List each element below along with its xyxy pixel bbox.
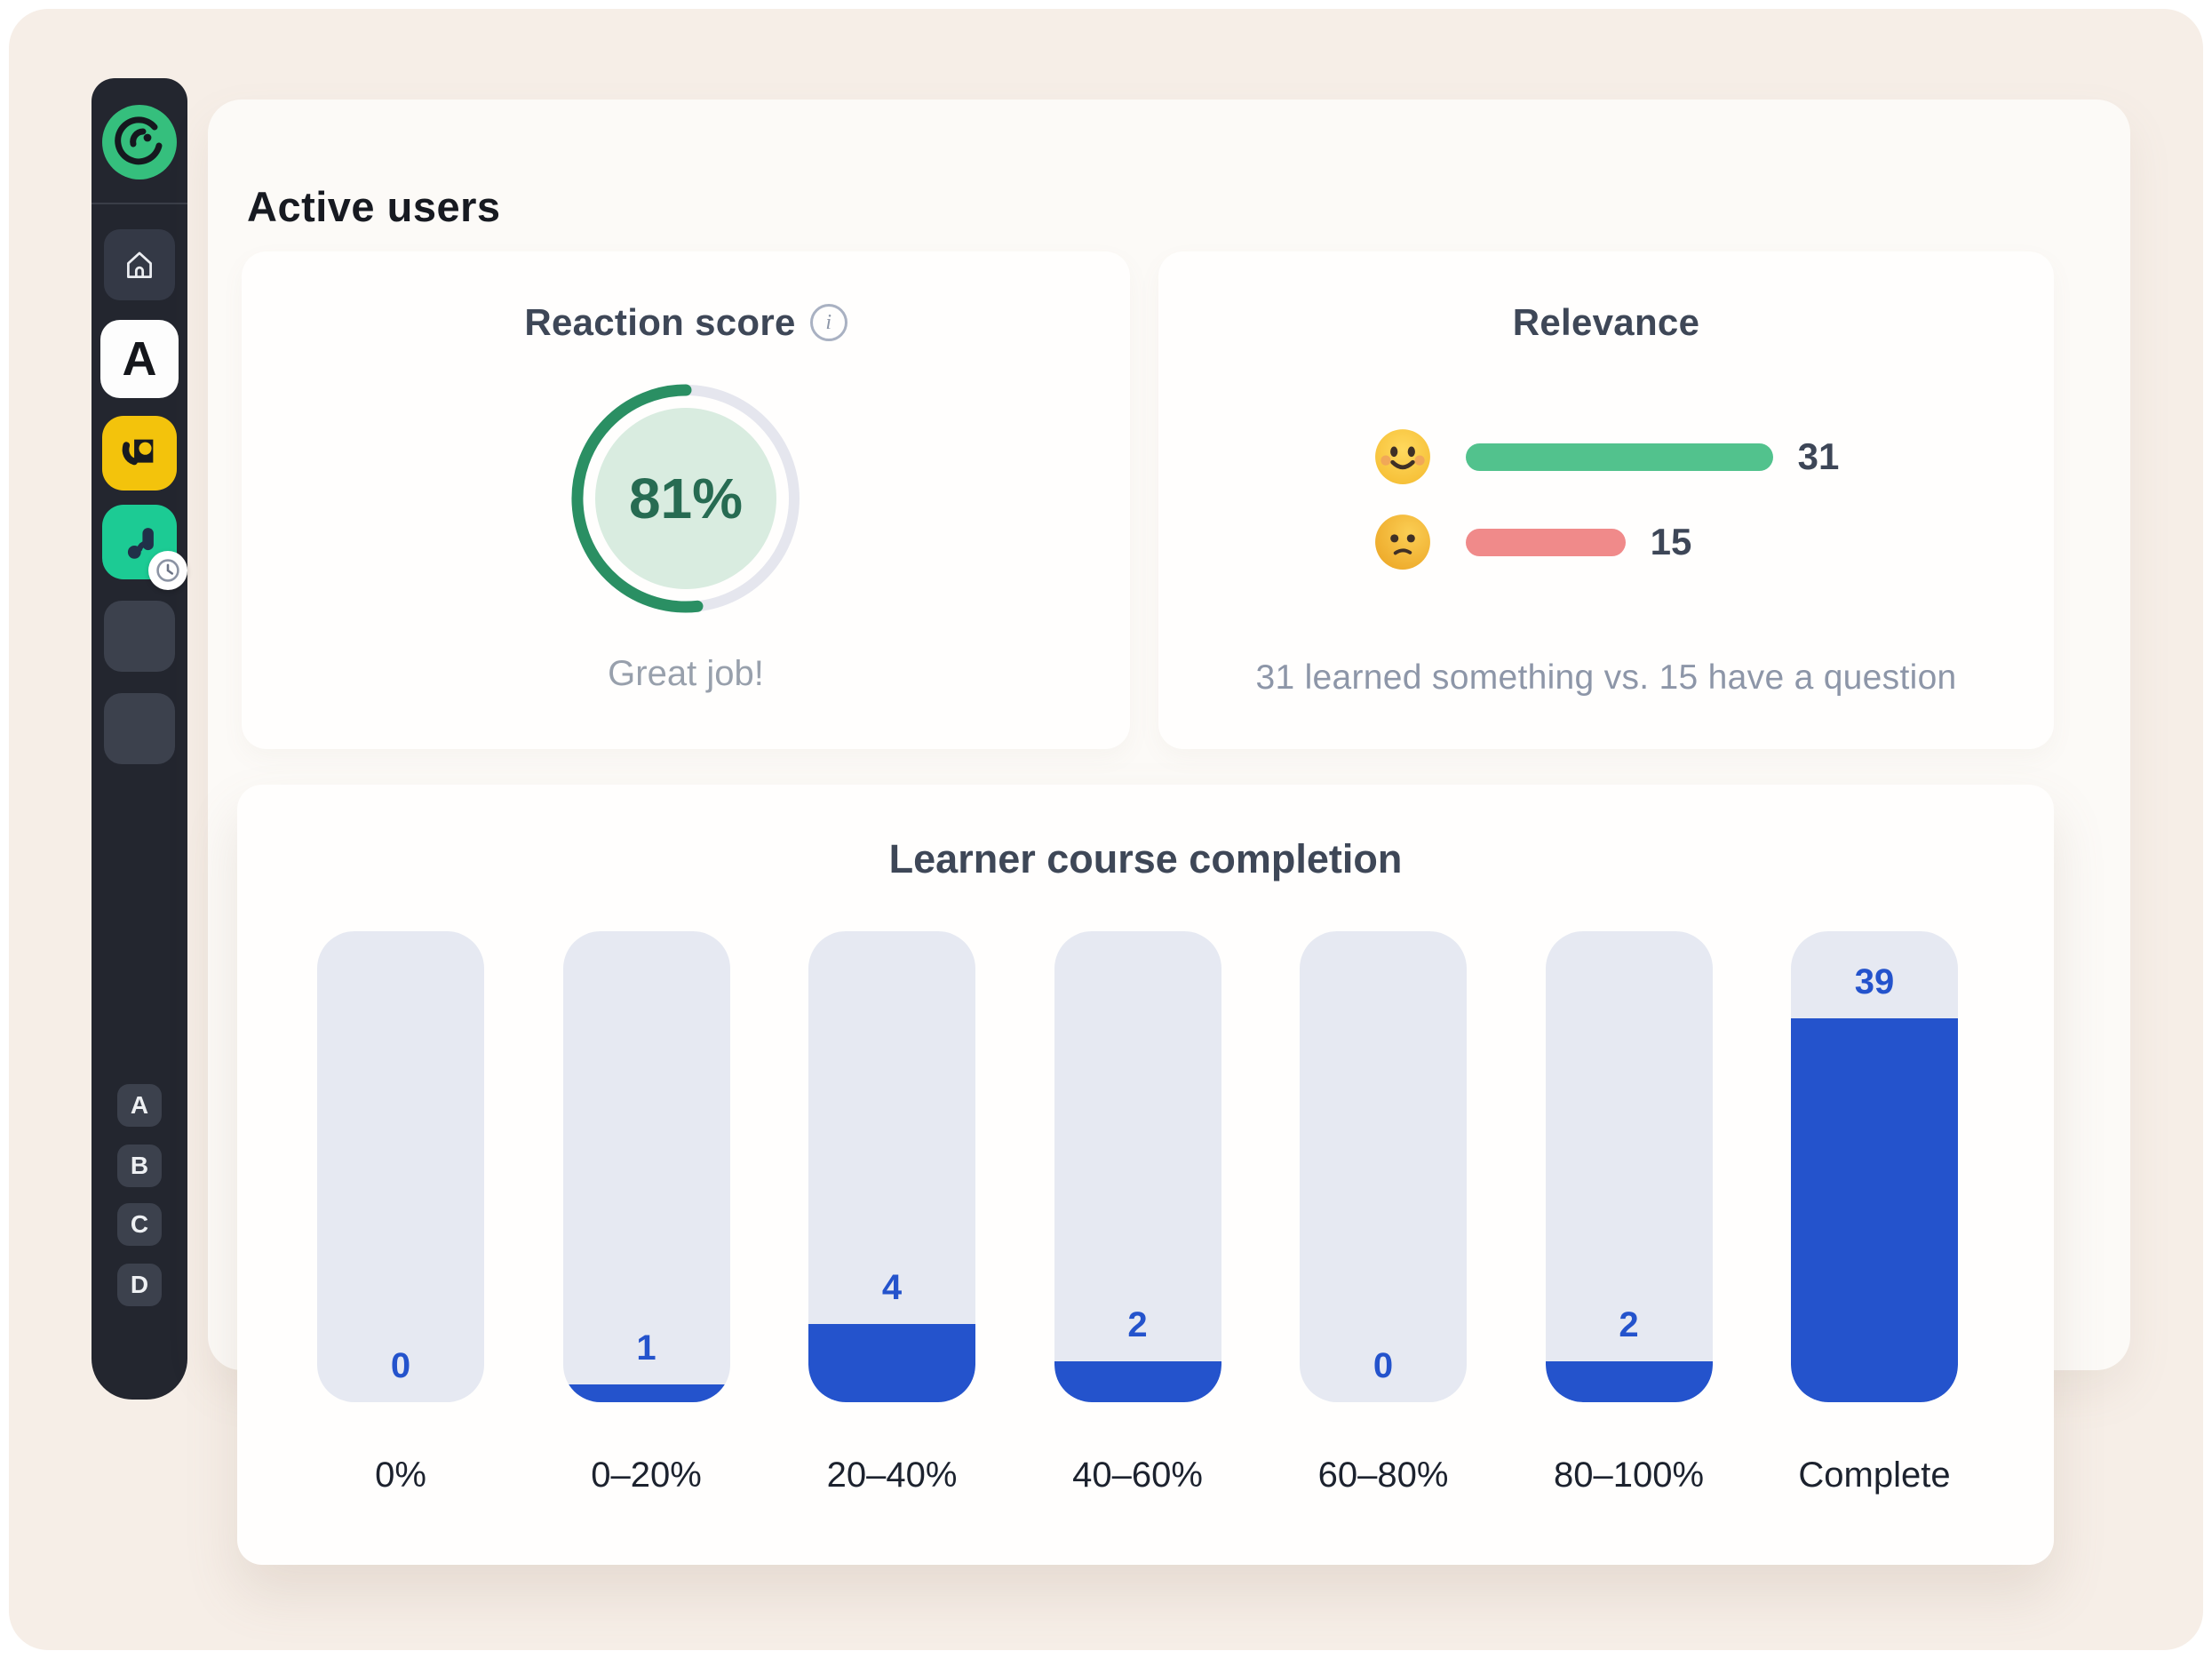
bar-category-label: 0–20% bbox=[591, 1456, 702, 1495]
page-title: Active users bbox=[247, 183, 501, 231]
bar-fill bbox=[562, 1384, 730, 1402]
pending-clock-badge bbox=[148, 551, 187, 590]
sidebar-item-home[interactable] bbox=[104, 229, 175, 300]
green-app-icon bbox=[127, 528, 154, 559]
confused-face-emoji-icon bbox=[1374, 514, 1430, 570]
relevance-bar-negative bbox=[1465, 528, 1626, 556]
bar-category-label: 80–100% bbox=[1553, 1456, 1705, 1495]
bar-value-label: 0 bbox=[390, 1346, 411, 1385]
bar-value-label: 2 bbox=[1619, 1305, 1639, 1345]
bar-value-label: 4 bbox=[881, 1268, 903, 1308]
sidebar-item-app-green[interactable] bbox=[102, 505, 187, 590]
logo-swirl-icon bbox=[102, 105, 177, 179]
smiling-face-emoji-icon bbox=[1374, 429, 1430, 484]
relevance-bar-positive bbox=[1465, 443, 1773, 471]
reaction-progress-ring: 81% bbox=[561, 374, 810, 623]
reaction-score-title: Reaction score bbox=[524, 301, 796, 343]
sidebar-item-app-a[interactable]: A bbox=[100, 320, 179, 398]
bar-fill bbox=[1054, 1361, 1221, 1402]
reaction-score-value: 81% bbox=[628, 467, 744, 530]
bar-value-label: 39 bbox=[1854, 962, 1895, 1002]
bar-track: 0 bbox=[1300, 931, 1467, 1402]
bar-complete: 39 Complete bbox=[1791, 931, 1958, 1495]
relevance-row-positive: 31 bbox=[1373, 427, 1840, 486]
bar-60-80pct: 0 60–80% bbox=[1300, 931, 1467, 1495]
sidebar-shortcut-d[interactable]: D bbox=[117, 1264, 162, 1306]
sidebar-shortcut-b[interactable]: B bbox=[117, 1145, 162, 1187]
relevance-card: Relevance bbox=[1158, 251, 2054, 749]
relevance-count-positive: 31 bbox=[1797, 435, 1840, 477]
bar-category-label: Complete bbox=[1798, 1456, 1951, 1495]
relevance-row-negative: 15 bbox=[1373, 513, 1840, 571]
reaction-score-card: Reaction score i 81% Great job! bbox=[242, 251, 1130, 749]
progress-ring-svg bbox=[571, 384, 800, 613]
sidebar-item-placeholder-2[interactable] bbox=[104, 693, 175, 764]
bar-0-20pct: 1 0–20% bbox=[562, 931, 730, 1495]
reaction-caption: Great job! bbox=[608, 654, 764, 693]
bar-40-60pct: 2 40–60% bbox=[1054, 931, 1221, 1495]
bar-track: 39 bbox=[1791, 931, 1958, 1402]
relevance-rows: 31 bbox=[1158, 427, 2054, 571]
shortcut-d-label: D bbox=[130, 1271, 149, 1298]
course-completion-card: Learner course completion 0 0% 1 0–20% bbox=[237, 785, 2054, 1565]
bar-20-40pct: 4 20–40% bbox=[808, 931, 975, 1495]
bar-category-label: 40–60% bbox=[1072, 1456, 1203, 1495]
relevance-count-negative: 15 bbox=[1650, 521, 1692, 562]
sidebar-item-app-yellow[interactable] bbox=[102, 416, 177, 491]
bar-category-label: 20–40% bbox=[826, 1456, 958, 1495]
sidebar-shortcut-c[interactable]: C bbox=[117, 1203, 162, 1246]
bar-80-100pct: 2 80–100% bbox=[1545, 931, 1713, 1495]
bar-category-label: 60–80% bbox=[1317, 1456, 1449, 1495]
bar-0pct: 0 0% bbox=[317, 931, 484, 1495]
bar-track: 4 bbox=[808, 931, 975, 1402]
yellow-app-icon bbox=[122, 439, 154, 466]
shortcut-a-label: A bbox=[130, 1091, 149, 1119]
info-icon[interactable]: i bbox=[809, 304, 847, 341]
bar-fill bbox=[1791, 1018, 1958, 1402]
sidebar-shortcut-a[interactable]: A bbox=[117, 1084, 162, 1127]
clock-icon bbox=[156, 559, 179, 582]
bar-value-label: 1 bbox=[636, 1328, 656, 1368]
completion-chart-title: Learner course completion bbox=[888, 836, 1403, 881]
bar-track: 2 bbox=[1054, 931, 1221, 1402]
shortcut-b-label: B bbox=[130, 1152, 149, 1179]
bar-track: 0 bbox=[317, 931, 484, 1402]
bar-value-label: 2 bbox=[1127, 1305, 1148, 1345]
sidebar-item-placeholder-1[interactable] bbox=[104, 601, 175, 672]
relevance-caption: 31 learned something vs. 15 have a quest… bbox=[1255, 658, 1957, 697]
info-icon-glyph: i bbox=[825, 311, 831, 334]
shortcut-c-label: C bbox=[130, 1210, 149, 1238]
bar-category-label: 0% bbox=[375, 1456, 426, 1495]
bar-fill bbox=[808, 1324, 975, 1402]
bar-fill bbox=[1545, 1361, 1713, 1402]
app-sidebar: A A B C D bbox=[92, 78, 187, 1400]
bar-track: 1 bbox=[562, 931, 730, 1402]
relevance-title: Relevance bbox=[1512, 301, 1700, 343]
home-icon bbox=[127, 251, 152, 279]
completion-bar-chart: 0 0% 1 0–20% 4 20–40% bbox=[317, 931, 1958, 1495]
bar-value-label: 0 bbox=[1373, 1346, 1394, 1385]
app-logo[interactable] bbox=[102, 105, 177, 179]
bar-track: 2 bbox=[1545, 931, 1713, 1402]
app-a-letter: A bbox=[122, 332, 157, 386]
sidebar-divider bbox=[92, 203, 187, 204]
active-users-panel: Active users Reaction score i 81% Great … bbox=[208, 100, 2130, 1565]
